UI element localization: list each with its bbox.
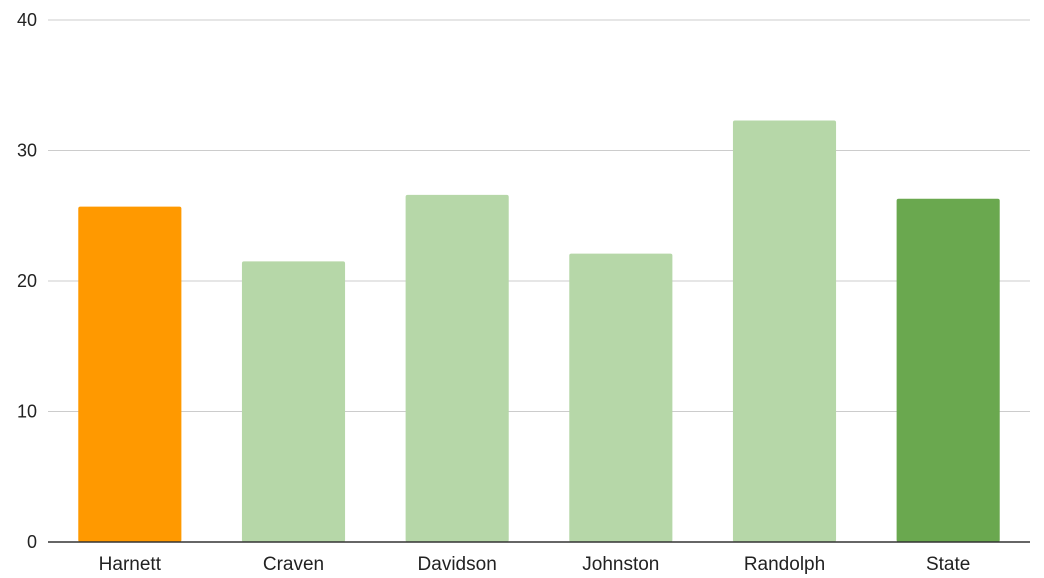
x-category-label-craven: Craven: [263, 554, 324, 575]
x-category-label-state: State: [926, 554, 970, 575]
bar-state: [896, 198, 1000, 542]
y-gridlines: [48, 19, 1030, 412]
y-axis-tick-labels: 0 10 20 30 40: [17, 10, 37, 552]
x-axis-category-labels: Harnett Craven Davidson Johnston Randolph Sta…: [99, 554, 971, 575]
y-tick-label-30: 30: [17, 141, 37, 161]
x-category-label-randolph: Randolph: [744, 554, 825, 575]
bar-davidson: [405, 194, 509, 542]
x-category-label-johnston: Johnston: [582, 554, 659, 575]
bar-randolph: [732, 120, 837, 543]
bar-johnston: [569, 253, 673, 542]
x-category-label-harnett: Harnett: [99, 554, 162, 575]
bar-harnett: [78, 206, 182, 543]
y-tick-label-20: 20: [17, 271, 37, 291]
y-tick-label-10: 10: [17, 402, 37, 422]
y-tick-label-0: 0: [27, 532, 37, 552]
x-category-label-davidson: Davidson: [418, 554, 497, 575]
bar-series: [78, 120, 1000, 543]
y-tick-label-40: 40: [17, 10, 37, 30]
bar-craven: [241, 261, 346, 542]
